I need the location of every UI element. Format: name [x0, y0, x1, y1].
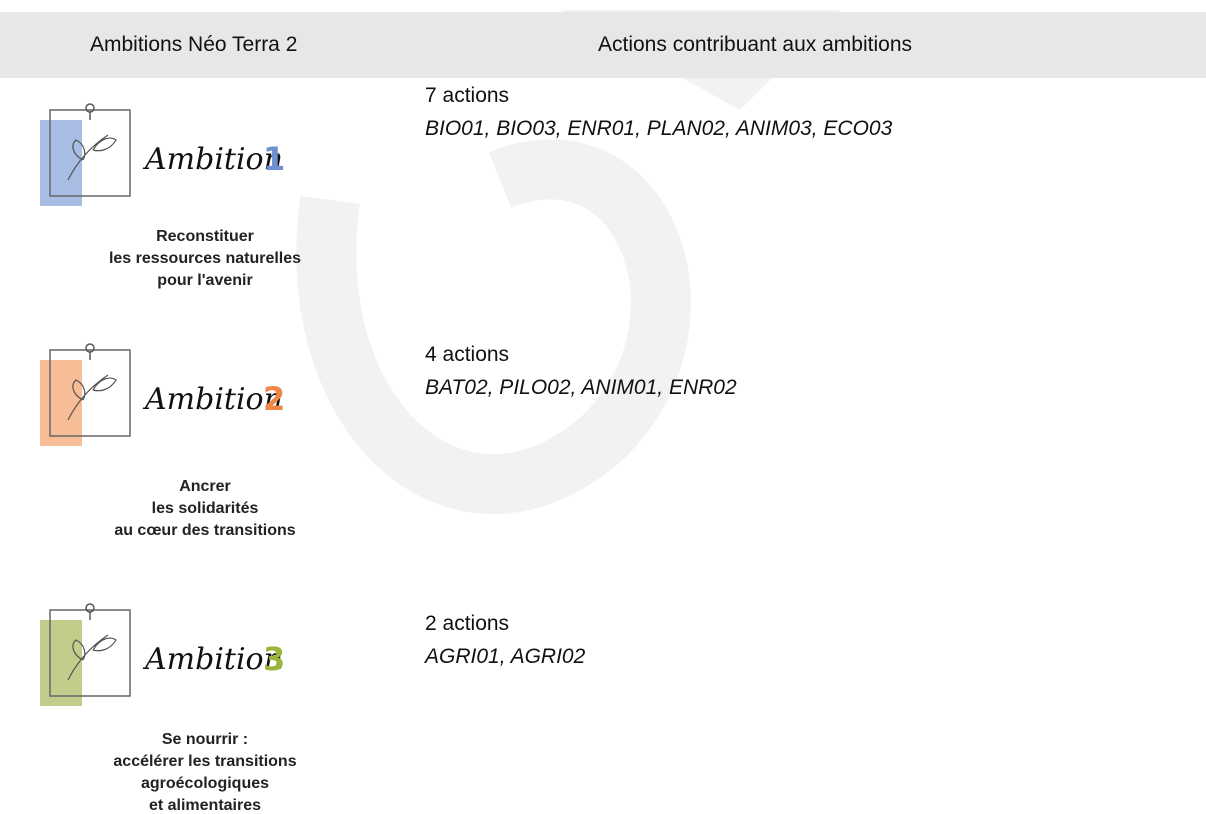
ambition-description: et alimentaires [148, 797, 262, 814]
ambition-label: Ambition [145, 382, 283, 417]
action-count: 7 actions [425, 84, 510, 107]
ambition-label: Ambition [145, 642, 283, 677]
ambition-description: au cœur des transitions [114, 522, 296, 539]
ambition-label: Ambition [145, 142, 283, 177]
ambition-description: Reconstituer [156, 228, 254, 245]
header-cell: Ambitions Néo Terra 2 [90, 33, 298, 56]
header-bar [0, 12, 1206, 78]
ambition-number: 2 [263, 380, 286, 418]
ambition-description: agroécologiques [140, 775, 270, 792]
action-codes: BAT02, PILO02, ANIM01, ENR02 [425, 376, 737, 399]
ambition-number: 3 [263, 640, 286, 678]
ambition-icon [40, 103, 131, 206]
ambition-description: accélérer les transitions [113, 753, 297, 770]
header-cell: Actions contribuant aux ambitions [598, 33, 913, 56]
action-codes: BIO01, BIO03, ENR01, PLAN02, ANIM03, ECO… [425, 117, 893, 140]
ambition-description: pour l'avenir [157, 272, 253, 289]
ambition-number: 1 [263, 140, 286, 178]
ambition-icon [40, 603, 131, 706]
ambition-description: Se nourrir : [161, 731, 249, 748]
ambition-icon [40, 343, 131, 446]
ambition-description: Ancrer [179, 478, 231, 495]
action-count: 4 actions [425, 343, 510, 366]
action-count: 2 actions [425, 612, 510, 635]
action-codes: AGRI01, AGRI02 [425, 645, 586, 668]
ambition-description: les solidarités [151, 500, 259, 517]
ambition-description: les ressources naturelles [108, 250, 302, 267]
